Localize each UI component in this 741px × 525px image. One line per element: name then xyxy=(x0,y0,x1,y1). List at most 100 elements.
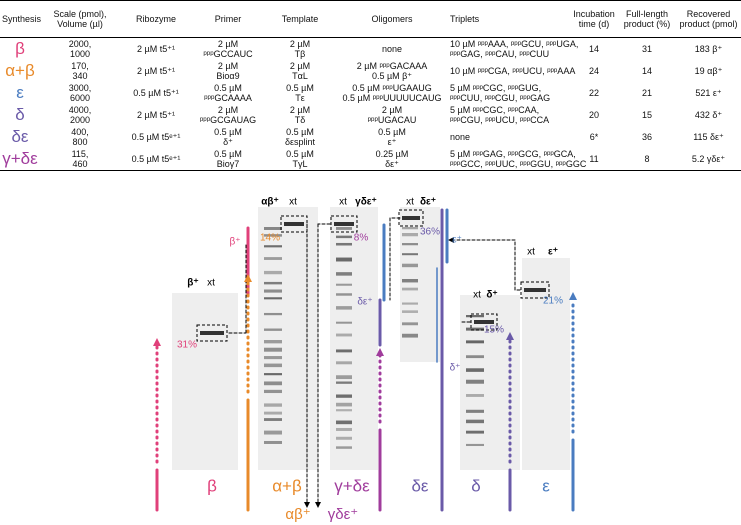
cell-text: 2 µM ᵖᵖᵖGACAAA xyxy=(356,61,428,71)
product-band xyxy=(402,216,420,220)
table-cell: δε xyxy=(0,126,40,148)
header-text: Oligomers xyxy=(371,14,413,24)
ladder-band xyxy=(402,322,418,326)
ladder-band xyxy=(336,394,352,398)
table-cell: 0.5 µM ᵖᵖᵖGCAAAA xyxy=(192,82,264,104)
cell-text: 10 µM ᵖᵖᵖAAA, ᵖᵖᵖGCU, ᵖᵖᵖUGA, xyxy=(450,39,579,49)
gel-image xyxy=(522,258,570,470)
cell-text: 6000 xyxy=(69,93,91,103)
arrow-head xyxy=(244,274,252,282)
dashed-box xyxy=(520,281,550,299)
table-cell: 0.5 µM t5⁺¹ xyxy=(120,82,192,104)
table-cell: 2 µM t5⁺¹ xyxy=(120,38,192,61)
product-label: αβ⁺ xyxy=(285,506,310,523)
table-cell: 2 µM ᵖᵖᵖUGACAU xyxy=(336,104,448,126)
ladder-band xyxy=(466,419,484,424)
ladder-band xyxy=(336,333,352,337)
gel-label: 36% xyxy=(420,227,440,238)
cell-text: TγL xyxy=(292,159,308,169)
table-row: δε 400, 800 0.5 µM t5ᵉ⁺¹ 0.5 µM δ⁺ 0.5 µM δεspl… xyxy=(0,126,741,148)
ladder-band xyxy=(264,418,282,421)
table-cell: 170, 340 xyxy=(40,60,120,82)
cell-text: 800 xyxy=(72,137,88,147)
table-body: β 2000, 1000 2 µM t5⁺¹ 2 µM ᵖᵖᵖGCCAUC 2 µM Tβ no… xyxy=(0,38,741,171)
gel-label: ε⁺ xyxy=(548,247,558,258)
ladder-band xyxy=(264,347,282,352)
lane-label: δ xyxy=(471,476,480,495)
cell-text: 0.5 µM ᵖᵖᵖUUUUUCAUG xyxy=(342,93,442,103)
cell-text: 11 xyxy=(589,154,599,164)
header-text: product (pmol) xyxy=(679,19,738,29)
ladder-band xyxy=(264,411,282,415)
cell-text: 24 xyxy=(588,66,599,76)
cell-text: 460 xyxy=(72,159,88,169)
gel-label: xt xyxy=(406,197,414,208)
arrow-head xyxy=(315,502,321,508)
table-cell: 10 µM ᵖᵖᵖAAA, ᵖᵖᵖGCU, ᵖᵖᵖUGA, ᵖᵖᵖGAG, ᵖᵖᵖ… xyxy=(448,38,579,61)
ladder-band xyxy=(264,389,282,394)
table-cell: 20 xyxy=(570,104,618,126)
cell-text: ᵖᵖᵖCUU, ᵖᵖᵖCGU, ᵖᵖᵖGAG xyxy=(450,93,551,103)
ladder-band xyxy=(336,227,352,230)
table-cell: 0.5 µM ε⁺ xyxy=(336,126,448,148)
ladder-band xyxy=(264,328,282,331)
table-cell: 3000, 6000 xyxy=(40,82,120,104)
cell-text: ᵖᵖᵖGCC, ᵖᵖᵖUUC, ᵖᵖᵖGGU, ᵖᵖᵖGGC xyxy=(450,159,587,169)
table-cell: 21 xyxy=(618,82,676,104)
cell-text: 5 µM ᵖᵖᵖCGC, ᵖᵖᵖCAA, xyxy=(450,105,540,115)
table-row: δ 4000, 2000 2 µM t5⁺¹ 2 µM ᵖᵖᵖGCGAUAG 2 µM Tδ 2… xyxy=(0,104,741,126)
ladder-band xyxy=(264,289,282,293)
table-row: β 2000, 1000 2 µM t5⁺¹ 2 µM ᵖᵖᵖGCCAUC 2 µM Tβ no… xyxy=(0,38,741,61)
ladder-band xyxy=(402,302,418,305)
cell-text: 5 µM ᵖᵖᵖCGC, ᵖᵖᵖGUG, xyxy=(450,83,542,93)
table-cell: 14 xyxy=(570,38,618,61)
header-text: Template xyxy=(281,14,319,24)
table-cell: 115, 460 xyxy=(40,148,120,171)
cell-text: 0.5 µM t5ᵉ⁺¹ xyxy=(131,154,181,164)
header-text: Recovered xyxy=(686,9,731,19)
cell-text: ε⁺ xyxy=(387,137,397,147)
ladder-band xyxy=(336,306,352,310)
table-cell: 5 µM ᵖᵖᵖCGC, ᵖᵖᵖCAA, ᵖᵖᵖCGU, ᵖᵖᵖUCU, ᵖᵖᵖC… xyxy=(448,104,570,126)
dashed-box xyxy=(330,215,358,233)
cell-text: 3000, xyxy=(68,83,92,93)
ladder-band xyxy=(336,436,352,440)
cell-text: δε⁺ xyxy=(385,159,399,169)
ladder-band xyxy=(264,245,282,248)
header-text: Incubation xyxy=(573,9,615,19)
cell-text: 15 xyxy=(641,110,652,120)
cell-text: 115 δε⁺ xyxy=(693,132,724,142)
ladder-band xyxy=(336,283,352,286)
cell-text: 8 xyxy=(644,154,650,164)
cell-text: none xyxy=(381,44,403,54)
ladder-band xyxy=(466,327,484,331)
gel-label: β⁺ xyxy=(229,237,240,248)
ladder-band xyxy=(402,287,418,291)
table-cell: 0.5 µM t5ᵉ⁺¹ xyxy=(120,126,192,148)
arrow-head xyxy=(506,332,514,340)
table-cell: 2 µM t5⁺¹ xyxy=(120,104,192,126)
ladder-band xyxy=(466,379,484,384)
ladder-band xyxy=(402,333,418,338)
table-cell: 2 µM ᵖᵖᵖGCCAUC xyxy=(192,38,264,61)
table-cell: 2 µM t5⁺¹ xyxy=(120,60,192,82)
ladder-band xyxy=(466,430,484,434)
table-cell: 5 µM ᵖᵖᵖGAG, ᵖᵖᵖGCG, ᵖᵖᵖGCA, ᵖᵖᵖGCC, ᵖᵖᵖU… xyxy=(448,148,587,171)
ladder-band xyxy=(466,409,484,413)
table-cell: 432 δ⁺ xyxy=(676,104,741,126)
ladder-band xyxy=(402,243,418,246)
header-cell: Oligomers xyxy=(336,0,448,38)
cell-text: 2 µM t5⁺¹ xyxy=(137,66,175,76)
table-cell: β xyxy=(0,38,40,61)
gel-label: xt xyxy=(289,197,297,208)
lane-label: γ+δε xyxy=(334,476,370,495)
dashed-box xyxy=(470,313,498,331)
cell-text: 2 µM xyxy=(289,105,311,115)
ladder-band xyxy=(264,373,282,376)
table-cell: 5 µM ᵖᵖᵖCGC, ᵖᵖᵖGUG, ᵖᵖᵖCUU, ᵖᵖᵖCGU, ᵖᵖᵖG… xyxy=(448,82,570,104)
cell-text: ᵖᵖᵖGCAAAA xyxy=(204,93,252,103)
cell-text: 0.5 µM β⁺ xyxy=(371,71,413,81)
header-cell: Full-length product (%) xyxy=(618,0,676,38)
cell-text: none xyxy=(450,132,471,142)
